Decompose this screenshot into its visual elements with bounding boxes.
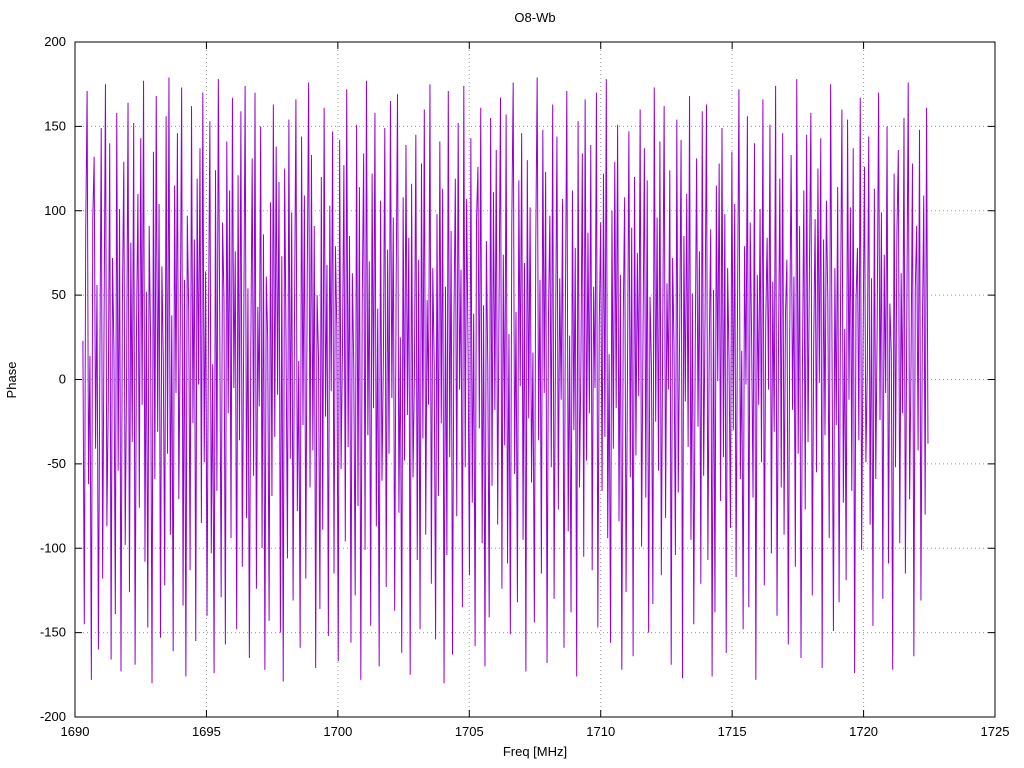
x-tick-label: 1700 (323, 724, 352, 739)
x-tick-label: 1715 (718, 724, 747, 739)
y-tick-label: 0 (59, 372, 66, 387)
x-tick-label: 1695 (192, 724, 221, 739)
x-tick-label: 1720 (849, 724, 878, 739)
x-tick-label: 1690 (61, 724, 90, 739)
axes (74, 41, 996, 718)
y-tick-label: -200 (40, 709, 66, 724)
y-tick-label: -100 (40, 540, 66, 555)
y-tick-label: 200 (44, 34, 66, 49)
y-tick-label: 50 (52, 287, 66, 302)
x-tick-label: 1725 (981, 724, 1010, 739)
chart-title: O8-Wb (514, 10, 555, 25)
y-tick-label: -50 (47, 456, 66, 471)
x-tick-label: 1710 (586, 724, 615, 739)
y-tick-label: -150 (40, 625, 66, 640)
phase-trace (82, 77, 929, 684)
y-tick-label: 150 (44, 118, 66, 133)
tick-labels: 1690 1695 1700 1705 1710 1715 1720 1725 -200 -150… (40, 34, 1009, 739)
y-axis-label: Phase (4, 362, 19, 399)
y-tick-label: 100 (44, 203, 66, 218)
x-axis-label: Freq [MHz] (503, 744, 567, 759)
x-tick-label: 1705 (455, 724, 484, 739)
data-series (82, 77, 929, 684)
